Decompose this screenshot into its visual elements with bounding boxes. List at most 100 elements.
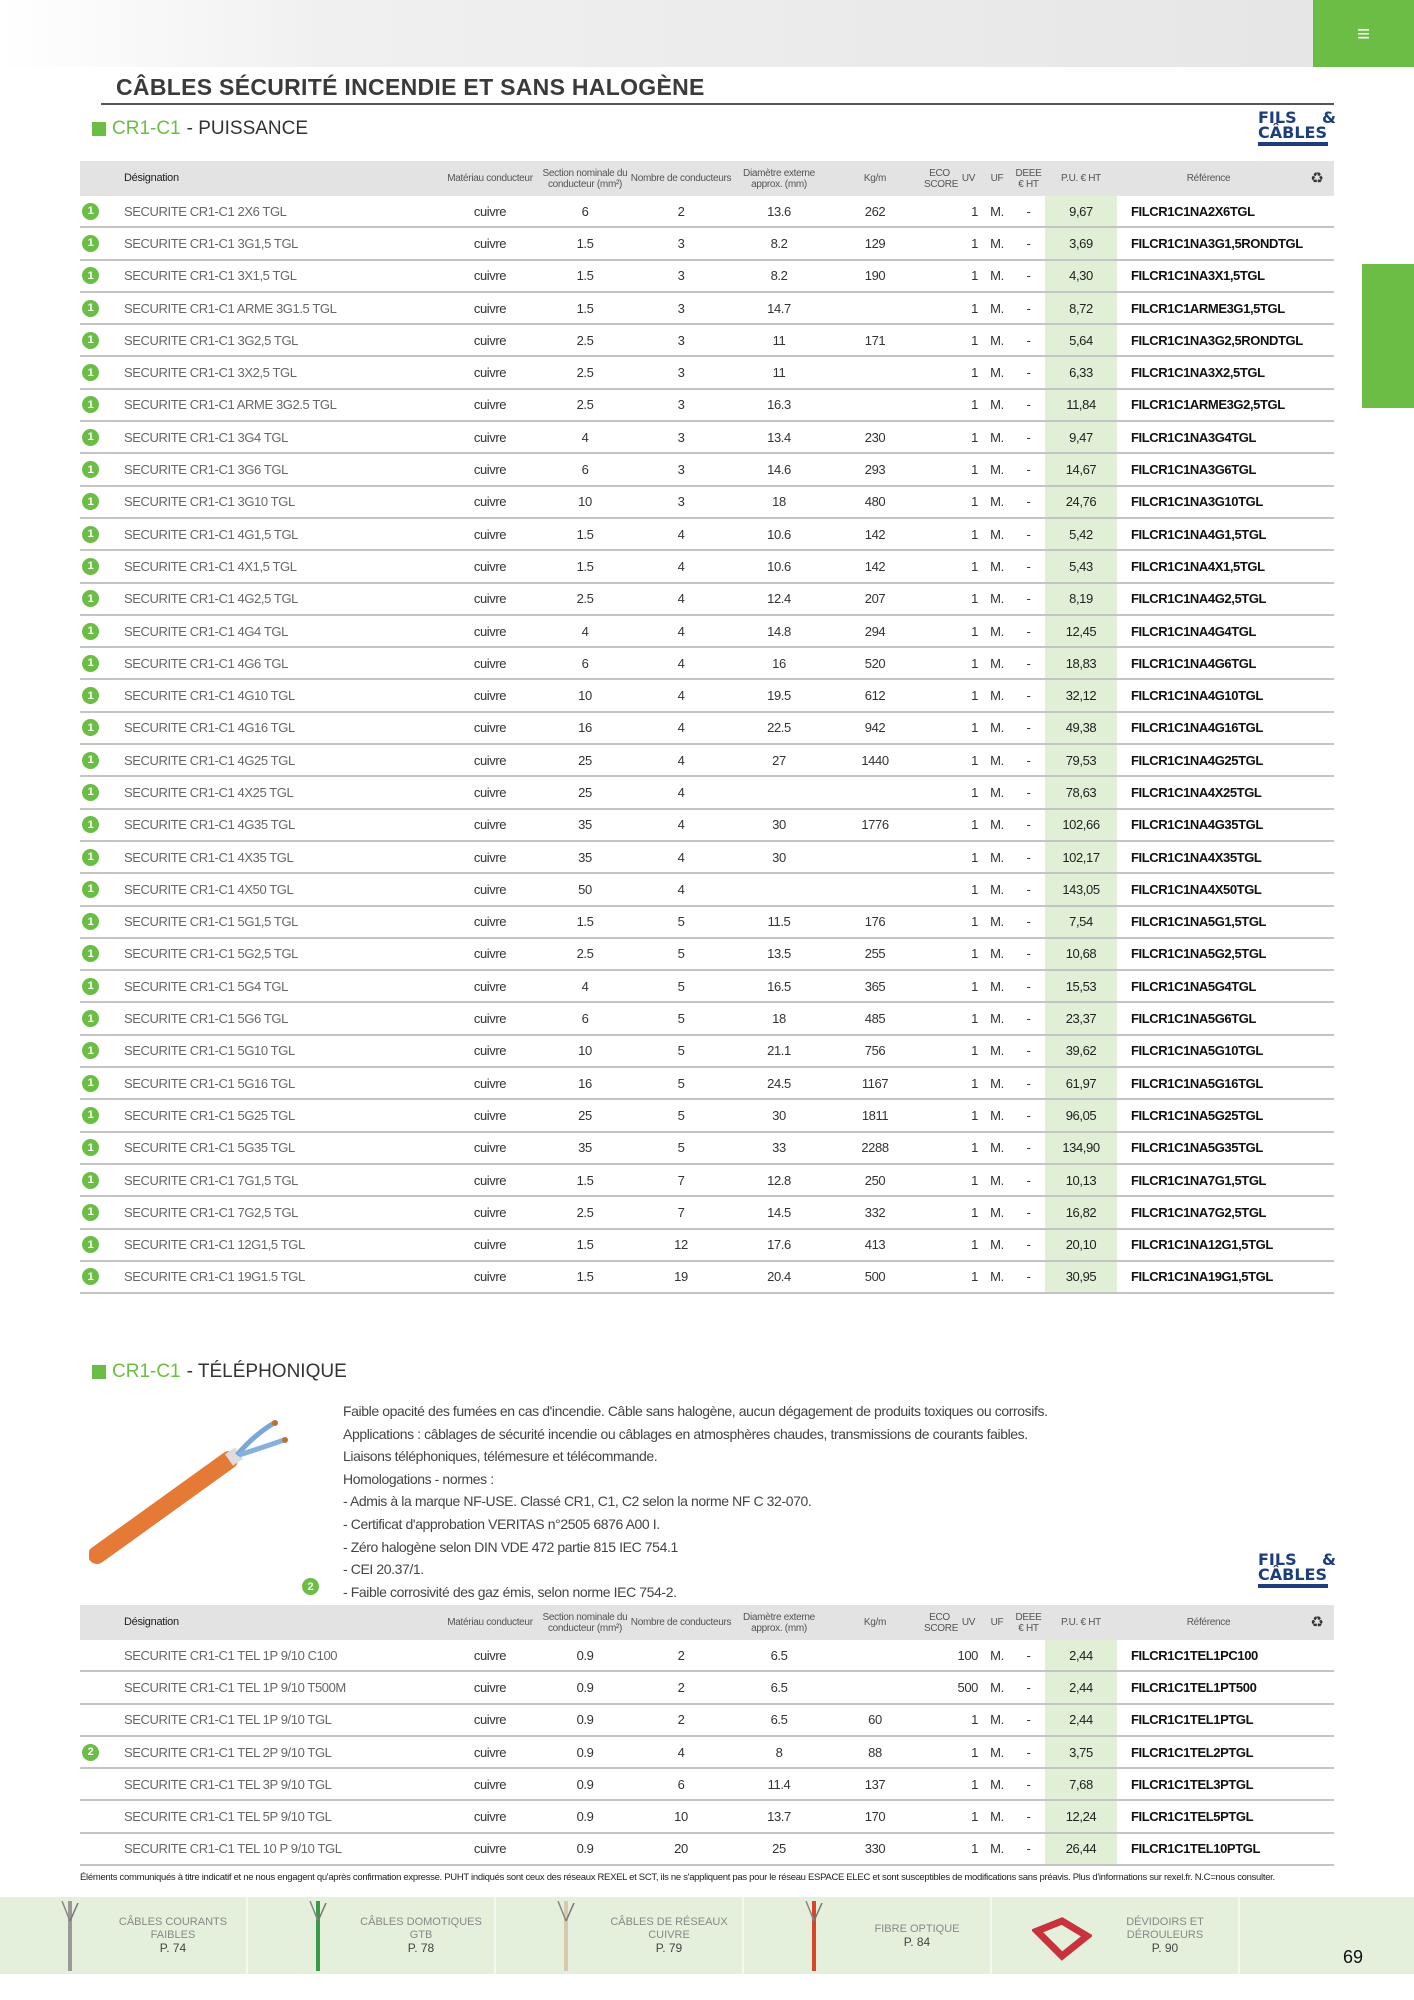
- header-uv: UV: [961, 1617, 976, 1628]
- cell-materiau: cuivre: [473, 881, 507, 897]
- cell-nombre: 4: [677, 784, 685, 800]
- cell-price: 78,63: [1045, 777, 1117, 808]
- cell-materiau: cuivre: [473, 978, 507, 994]
- footer-link-2[interactable]: CÂBLES DE RÉSEAUX CUIVRE P. 79: [496, 1897, 744, 1974]
- cell-materiau: cuivre: [473, 784, 507, 800]
- footer-link-1[interactable]: CÂBLES DOMOTIQUES GTB P. 78: [248, 1897, 496, 1974]
- section-heading-puissance: CR1-C1 - PUISSANCE: [92, 118, 308, 140]
- header-deee: DEEE € HT: [1015, 1611, 1042, 1634]
- cell-deee: -: [1026, 720, 1031, 736]
- cell-nombre: 3: [677, 332, 685, 348]
- cell-diametre: 30: [772, 1107, 786, 1123]
- cell-uf: M.: [990, 591, 1004, 607]
- cell-price: 49,38: [1045, 712, 1117, 744]
- cell-uv: 1: [971, 655, 978, 671]
- cell-uv: 1: [971, 1776, 978, 1792]
- badge-2: 2: [302, 1578, 319, 1595]
- cell-uf: M.: [990, 526, 1004, 542]
- cell-uf: M.: [990, 849, 1004, 865]
- cell-materiau: cuivre: [473, 1776, 507, 1792]
- cell-nombre: 2: [677, 1712, 685, 1728]
- cell-section: 0.9: [576, 1679, 594, 1695]
- cell-price: 14,67: [1045, 454, 1117, 485]
- footer-link-3[interactable]: FIBRE OPTIQUE P. 84: [744, 1897, 992, 1974]
- cell-nombre: 4: [677, 752, 685, 768]
- cell-section: 6: [581, 655, 589, 671]
- footer-link-label: CÂBLES DOMOTIQUES GTB: [360, 1916, 482, 1941]
- cell-nombre: 4: [677, 881, 685, 897]
- side-tab[interactable]: [1362, 264, 1414, 408]
- cell-deee: -: [1026, 1011, 1031, 1027]
- cell-diametre: 20.4: [767, 1269, 791, 1285]
- cell-uv: 1: [971, 1172, 978, 1188]
- table-header: Désignation Matériau conducteur Section no…: [80, 1605, 1334, 1640]
- footer-link-4[interactable]: DÉVIDOIRS ET DÉROULEURS P. 90: [992, 1897, 1240, 1974]
- cell-nombre: 2: [677, 1679, 685, 1695]
- footer-link-0[interactable]: CÂBLES COURANTS FAIBLES P. 74: [0, 1897, 248, 1974]
- cell-deee: -: [1026, 1776, 1031, 1792]
- cell-designation: SECURITE CR1-C1 4G10 TGL: [124, 688, 295, 704]
- cell-designation: SECURITE CR1-C1 TEL 2P 9/10 TGL: [124, 1744, 332, 1760]
- cell-section: 1.5: [576, 558, 594, 574]
- cell-diametre: 16: [772, 655, 786, 671]
- cell-price: 6,33: [1045, 357, 1117, 388]
- table-row: 1 SECURITE CR1-C1 3G4 TGL cuivre 4 3 13.4 230 1…: [80, 422, 1334, 455]
- cell-nombre: 3: [677, 462, 685, 478]
- cell-section: 25: [578, 752, 592, 768]
- cell-section: 35: [578, 1140, 592, 1156]
- cell-nombre: 20: [674, 1841, 688, 1857]
- cell-designation: SECURITE CR1-C1 5G6 TGL: [124, 1011, 288, 1027]
- cell-uv: 1: [971, 1269, 978, 1285]
- table-row: 1 SECURITE CR1-C1 4G6 TGL cuivre 6 4 16 520 1 M.…: [80, 648, 1334, 681]
- cell-uf: M.: [990, 1679, 1004, 1695]
- cell-uf: M.: [990, 1107, 1004, 1123]
- cell-diametre: 18: [772, 1011, 786, 1027]
- badge-1: 1: [82, 557, 99, 575]
- table-row: 1 SECURITE CR1-C1 ARME 3G2.5 TGL cuivre 2.5…: [80, 389, 1334, 423]
- cell-reference: FILCR1C1NA12G1,5TGL: [1131, 1237, 1273, 1253]
- cell-nombre: 5: [677, 946, 685, 962]
- footer-link-page: P. 74: [159, 1941, 187, 1955]
- cell-kg-m: 207: [864, 591, 886, 607]
- table-row: SECURITE CR1-C1 TEL 1P 9/10 TGL cuivre 0.9…: [80, 1704, 1334, 1737]
- puissance-table: Désignation Matériau conducteur Section no…: [80, 161, 1334, 1295]
- cell-materiau: cuivre: [473, 235, 507, 251]
- table-row: 1 SECURITE CR1-C1 4G2,5 TGL cuivre 2.5 4 12.4…: [80, 583, 1334, 616]
- cell-price: 9,67: [1045, 196, 1117, 227]
- cell-uf: M.: [990, 1744, 1004, 1760]
- cell-section: 10: [578, 1043, 592, 1059]
- badge-1: 1: [82, 396, 99, 414]
- cell-deee: -: [1026, 946, 1031, 962]
- cell-price: 2,44: [1045, 1640, 1117, 1671]
- cell-uf: M.: [990, 1809, 1004, 1825]
- category-tab-cables[interactable]: ≡: [1313, 0, 1414, 67]
- cell-deee: -: [1026, 558, 1031, 574]
- cell-uv: 1: [971, 300, 978, 316]
- cell-diametre: 13.7: [767, 1809, 791, 1825]
- badge-1: 1: [82, 525, 99, 543]
- cell-kg-m: 332: [864, 1204, 886, 1220]
- table-row: 1 SECURITE CR1-C1 4G25 TGL cuivre 25 4 27 1440…: [80, 745, 1334, 778]
- cell-designation: SECURITE CR1-C1 4X50 TGL: [124, 881, 294, 897]
- cell-diametre: 33: [772, 1140, 786, 1156]
- cell-uf: M.: [990, 1075, 1004, 1091]
- cell-reference: FILCR1C1NA4G35TGL: [1131, 817, 1263, 833]
- table-row: SECURITE CR1-C1 TEL 3P 9/10 TGL cuivre 0.9…: [80, 1769, 1334, 1802]
- footer-nav: CÂBLES COURANTS FAIBLES P. 74 CÂBLES DOMOT…: [0, 1897, 1414, 1974]
- cell-designation: SECURITE CR1-C1 3G1,5 TGL: [124, 235, 298, 251]
- cell-price: 143,05: [1045, 874, 1117, 905]
- badge-1: 1: [82, 267, 99, 285]
- cell-reference: FILCR1C1NA3G4TGL: [1131, 429, 1257, 445]
- cell-diametre: 12.8: [767, 1172, 791, 1188]
- telephonique-table: Désignation Matériau conducteur Section no…: [80, 1605, 1334, 1867]
- badge-1: 1: [82, 1203, 99, 1221]
- cell-deee: -: [1026, 1140, 1031, 1156]
- cell-uf: M.: [990, 688, 1004, 704]
- cell-materiau: cuivre: [473, 688, 507, 704]
- cell-nombre: 5: [677, 1140, 685, 1156]
- cell-kg-m: 520: [864, 655, 886, 671]
- cell-section: 6: [581, 462, 589, 478]
- cell-section: 50: [578, 881, 592, 897]
- cell-diametre: 13.5: [767, 946, 791, 962]
- cell-deee: -: [1026, 1237, 1031, 1253]
